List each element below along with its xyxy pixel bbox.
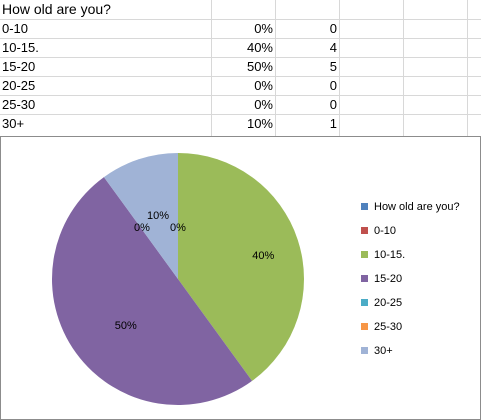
row-label-cell[interactable]: 25-30 [2, 97, 36, 112]
grid-line [467, 0, 468, 136]
legend-label: 10-15. [374, 249, 406, 262]
grid-line [0, 38, 481, 39]
count-cell[interactable]: 5 [329, 59, 337, 74]
percent-cell[interactable]: 0% [254, 21, 273, 36]
pie-plot-area: 0% 40% 50% 0%10% [52, 153, 305, 405]
pie-slice[interactable] [52, 177, 253, 405]
row-label-cell[interactable]: 15-20 [2, 59, 36, 74]
grid-line [0, 95, 481, 96]
pie-data-label: 40% [252, 250, 274, 262]
legend-swatch [361, 346, 368, 354]
pie-slice[interactable] [103, 153, 178, 279]
grid-line [339, 0, 340, 136]
legend-label: 25-30 [374, 321, 403, 334]
count-cell[interactable]: 4 [329, 40, 337, 55]
legend-swatch [361, 322, 368, 330]
percent-cell[interactable]: 50% [246, 59, 273, 74]
percent-cell[interactable]: 10% [246, 116, 273, 131]
legend-item[interactable]: 30+ [361, 343, 460, 367]
legend-item[interactable]: 10-15. [361, 247, 460, 271]
legend-item[interactable]: How old are you? [361, 199, 460, 223]
count-cell[interactable]: 0 [329, 97, 337, 112]
pie-data-label: 0% [170, 222, 186, 234]
legend-item[interactable]: 0-10 [361, 223, 460, 247]
row-label-cell[interactable]: 10-15. [2, 40, 39, 55]
row-label-cell[interactable]: 0-10 [2, 21, 29, 36]
count-cell[interactable]: 0 [329, 21, 337, 36]
header-cell[interactable]: How old are you? [2, 1, 111, 17]
count-cell[interactable]: 1 [329, 116, 337, 131]
legend-swatch [361, 226, 368, 234]
count-cell[interactable]: 0 [329, 78, 337, 93]
legend-label: 0-10 [374, 225, 397, 238]
legend-swatch [361, 274, 368, 282]
percent-cell[interactable]: 40% [246, 40, 273, 55]
grid-line [211, 0, 212, 136]
legend-swatch [361, 202, 368, 210]
grid-line [0, 19, 481, 20]
legend-label: 20-25 [374, 297, 403, 310]
percent-cell[interactable]: 0% [254, 97, 273, 112]
percent-cell[interactable]: 0% [254, 78, 273, 93]
legend-label: 15-20 [374, 273, 403, 286]
grid-line [0, 114, 481, 115]
legend-swatch [361, 298, 368, 306]
legend-item[interactable]: 20-25 [361, 295, 460, 319]
grid-line [403, 0, 404, 136]
chart-legend[interactable]: How old are you? 0-10 10-15. 15-20 20-25 25-3… [361, 199, 460, 367]
pie-data-label: 10% [147, 210, 169, 222]
legend-label: How old are you? [374, 201, 460, 214]
legend-label: 30+ [374, 345, 393, 358]
legend-item[interactable]: 25-30 [361, 319, 460, 343]
pie-data-label: 0% [134, 222, 150, 234]
legend-item[interactable]: 15-20 [361, 271, 460, 295]
grid-line [0, 76, 481, 77]
spreadsheet-grid: How old are you? 0-10 0% 0 10-15. 40% 4 … [0, 0, 481, 136]
row-label-cell[interactable]: 20-25 [2, 78, 36, 93]
row-label-cell[interactable]: 30+ [2, 116, 25, 131]
pie-data-label: 50% [115, 320, 137, 332]
pie-slice[interactable] [178, 153, 305, 381]
grid-line [275, 0, 276, 136]
grid-line [0, 57, 481, 58]
legend-swatch [361, 250, 368, 258]
pie-chart[interactable]: 0% 40% 50% 0% 10% How old are you? 0-10 10-15.… [0, 136, 481, 420]
